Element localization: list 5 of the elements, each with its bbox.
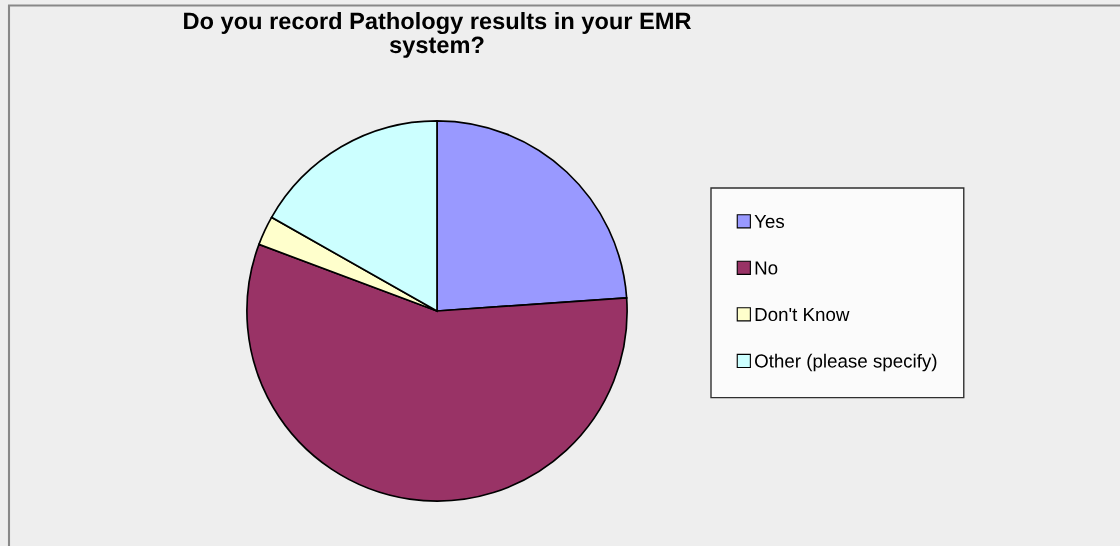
legend-label: Other (please specify): [755, 353, 937, 372]
chart-title: Do you record Pathology results in your EMR system?: [184, 12, 692, 58]
legend-label: Don't Know: [755, 308, 850, 322]
legend-label: No: [755, 261, 778, 275]
legend-label: Yes: [754, 214, 785, 229]
